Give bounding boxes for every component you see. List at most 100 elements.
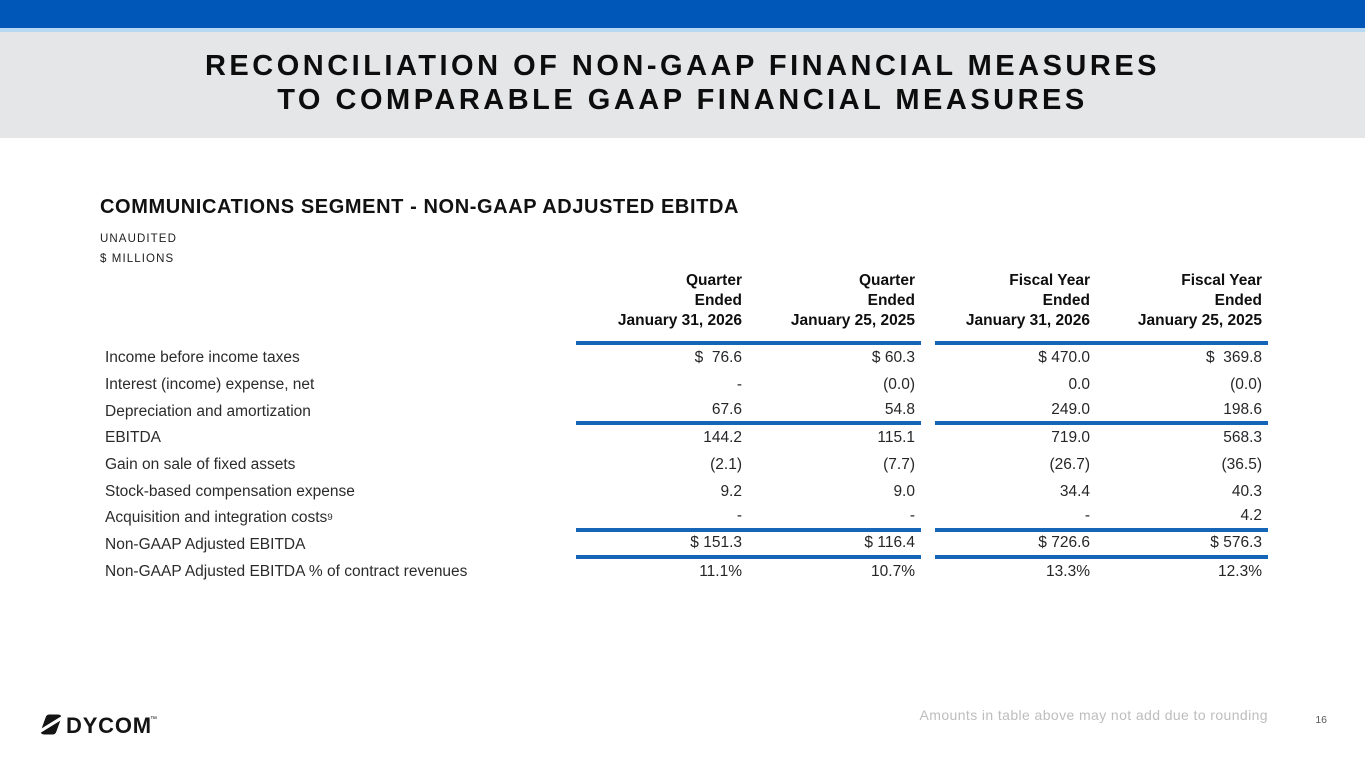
cell-value: $ 116.4	[748, 532, 921, 559]
header-line: January 31, 2026	[965, 312, 1090, 329]
header-line: Ended	[1042, 292, 1090, 309]
cell-value: 34.4	[1059, 482, 1090, 500]
cell-value: 54.8	[748, 398, 921, 426]
row-label-text: Non-GAAP Adjusted EBITDA % of contract r…	[105, 562, 468, 580]
col-header-quarter-2025: Quarter Ended January 25, 2025	[748, 271, 921, 345]
cell-value: $ 76.6	[694, 349, 742, 367]
column-gap	[921, 345, 935, 372]
header-spacer	[103, 271, 576, 345]
row-label: Interest (income) expense, net	[103, 372, 576, 399]
column-gap	[921, 372, 935, 399]
cell-value: $ 470.0	[1038, 349, 1090, 367]
row-label-text: Acquisition and integration costs	[105, 509, 328, 527]
col-header-fiscal-2026: Fiscal Year Ended January 31, 2026	[935, 271, 1096, 345]
cell-value: 13.3%	[1046, 562, 1090, 580]
row-label: Depreciation and amortization	[103, 398, 576, 425]
cell-value: $ 726.6	[935, 532, 1096, 559]
header-line: Quarter	[859, 272, 915, 289]
row-label-text: Gain on sale of fixed assets	[105, 456, 296, 474]
table-row-ebitda: EBITDA 144.2 115.1 719.0 568.3	[103, 425, 1268, 452]
table-row-interest: Interest (income) expense, net - (0.0) 0…	[103, 372, 1268, 399]
cell-value: $ 369.8	[1205, 349, 1262, 367]
row-label: Income before income taxes	[103, 345, 576, 372]
top-accent-bar	[0, 0, 1365, 28]
cell-value: (0.0)	[1230, 376, 1262, 394]
cell-value: -	[935, 505, 1096, 532]
cell-value: 40.3	[1231, 482, 1262, 500]
header-line: Fiscal Year	[1181, 272, 1262, 289]
col-header-fiscal-2025: Fiscal Year Ended January 25, 2025	[1096, 271, 1268, 345]
cell-value: $ 151.3	[576, 532, 748, 559]
dycom-logo-icon: DYCOM ™	[37, 713, 157, 738]
slide-title-line-1: RECONCILIATION OF NON-GAAP FINANCIAL MEA…	[204, 50, 1160, 82]
row-label: EBITDA	[103, 425, 576, 452]
table-row-adjusted-ebitda-percent: Non-GAAP Adjusted EBITDA % of contract r…	[103, 559, 1268, 586]
dycom-logo-text: DYCOM	[66, 713, 152, 738]
header-line: Ended	[694, 292, 742, 309]
row-label-text: Interest (income) expense, net	[105, 376, 315, 394]
dycom-trademark: ™	[150, 716, 157, 723]
millions-label: $ MILLIONS	[100, 253, 175, 265]
cell-value: 568.3	[1223, 429, 1262, 447]
financial-table: Quarter Ended January 31, 2026 Quarter E…	[103, 271, 1268, 585]
column-gap	[921, 398, 935, 425]
cell-value: $ 60.3	[871, 349, 915, 367]
row-label: Gain on sale of fixed assets	[103, 452, 576, 479]
table-row-stock-compensation: Stock-based compensation expense 9.2 9.0…	[103, 478, 1268, 505]
cell-value: -	[748, 505, 921, 532]
cell-value: 67.6	[576, 398, 748, 426]
column-gap	[921, 271, 935, 345]
header-line: Ended	[867, 292, 915, 309]
header-line: January 25, 2025	[790, 312, 915, 329]
section-heading: COMMUNICATIONS SEGMENT - NON-GAAP ADJUST…	[100, 196, 740, 218]
col-header-quarter-2026: Quarter Ended January 31, 2026	[576, 271, 748, 345]
cell-value: (2.1)	[710, 456, 742, 474]
cell-value: 11.1%	[699, 562, 742, 580]
cell-value: (0.0)	[883, 376, 915, 394]
dycom-logo: DYCOM ™	[37, 712, 187, 743]
cell-value: 12.3%	[1218, 562, 1262, 580]
cell-value: -	[736, 376, 742, 394]
cell-value: 10.7%	[871, 562, 915, 580]
cell-value: (26.7)	[1049, 456, 1091, 474]
table-row-adjusted-ebitda: Non-GAAP Adjusted EBITDA $ 151.3 $ 116.4…	[103, 532, 1268, 559]
table-row-acquisition-costs: Acquisition and integration costs 9 - - -…	[103, 505, 1268, 532]
column-gap	[921, 425, 935, 452]
header-line: Ended	[1214, 292, 1262, 309]
column-gap	[921, 532, 935, 559]
title-band	[0, 32, 1365, 138]
cell-value: $ 576.3	[1096, 532, 1268, 559]
cell-value: -	[576, 505, 748, 532]
section-block: COMMUNICATIONS SEGMENT - NON-GAAP ADJUST…	[100, 196, 739, 269]
slide-title-line-2: TO COMPARABLE GAAP FINANCIAL MEASURES	[277, 84, 1088, 116]
column-gap	[921, 452, 935, 479]
row-label-text: Non-GAAP Adjusted EBITDA	[105, 536, 306, 554]
table-header-row: Quarter Ended January 31, 2026 Quarter E…	[103, 271, 1268, 345]
row-label: Non-GAAP Adjusted EBITDA	[103, 532, 576, 559]
cell-value: (7.7)	[883, 456, 915, 474]
unaudited-label: UNAUDITED	[100, 233, 177, 245]
row-label: Stock-based compensation expense	[103, 478, 576, 505]
header-line: January 25, 2025	[1137, 312, 1262, 329]
column-gap	[921, 478, 935, 505]
page-number: 16	[1315, 714, 1327, 726]
row-label-text: EBITDA	[105, 429, 161, 447]
cell-value: (36.5)	[1221, 456, 1263, 474]
table-row-income-before-taxes: Income before income taxes $ 76.6 $ 60.3…	[103, 345, 1268, 372]
table-row-gain-on-sale: Gain on sale of fixed assets (2.1) (7.7)…	[103, 452, 1268, 479]
header-line: January 31, 2026	[617, 312, 742, 329]
header-line: Fiscal Year	[1009, 272, 1090, 289]
column-gap	[921, 559, 935, 586]
cell-value: 9.0	[893, 482, 915, 500]
row-label-text: Stock-based compensation expense	[105, 482, 355, 500]
cell-value: 198.6	[1096, 398, 1268, 426]
rounding-footnote: Amounts in table above may not add due t…	[919, 707, 1268, 723]
row-label: Acquisition and integration costs 9	[105, 509, 333, 527]
cell-value: 4.2	[1096, 505, 1268, 532]
cell-value: 9.2	[720, 482, 742, 500]
cell-value: 719.0	[1051, 429, 1090, 447]
cell-value: 144.2	[703, 429, 742, 447]
header-line: Quarter	[686, 272, 742, 289]
cell-value: 0.0	[1068, 376, 1090, 394]
row-label-text: Depreciation and amortization	[105, 402, 311, 420]
